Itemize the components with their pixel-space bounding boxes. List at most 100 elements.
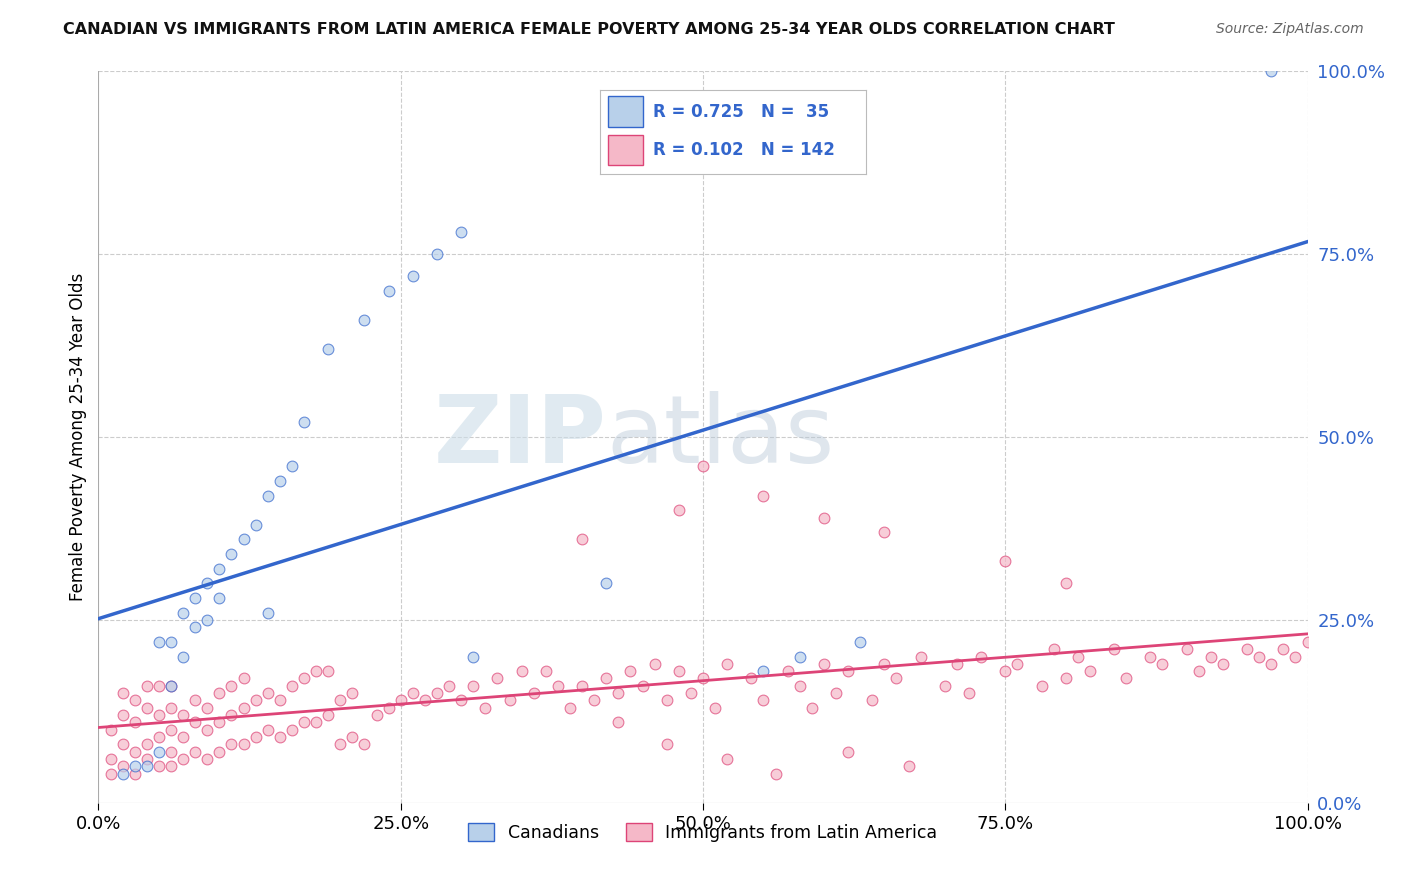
Immigrants from Latin America <box>970 649 993 664</box>
Canadians <box>245 517 267 532</box>
Immigrants from Latin America <box>619 664 641 678</box>
Immigrants from Latin America <box>716 657 738 671</box>
Immigrants from Latin America <box>655 693 678 707</box>
Immigrants from Latin America <box>1188 664 1211 678</box>
Immigrants from Latin America <box>366 708 388 723</box>
Canadians <box>195 576 218 591</box>
Immigrants from Latin America <box>184 715 207 730</box>
Immigrants from Latin America <box>595 672 617 686</box>
Immigrants from Latin America <box>124 715 146 730</box>
Legend: Canadians, Immigrants from Latin America: Canadians, Immigrants from Latin America <box>461 816 945 849</box>
Text: Source: ZipAtlas.com: Source: ZipAtlas.com <box>1216 22 1364 37</box>
Immigrants from Latin America <box>547 679 569 693</box>
Immigrants from Latin America <box>305 664 328 678</box>
Canadians <box>160 679 183 693</box>
Immigrants from Latin America <box>1115 672 1137 686</box>
Canadians <box>789 649 811 664</box>
Canadians <box>232 533 254 547</box>
Immigrants from Latin America <box>111 737 134 751</box>
Immigrants from Latin America <box>353 737 375 751</box>
Immigrants from Latin America <box>111 759 134 773</box>
Immigrants from Latin America <box>148 679 170 693</box>
Immigrants from Latin America <box>897 759 920 773</box>
Immigrants from Latin America <box>1042 642 1064 657</box>
Immigrants from Latin America <box>607 686 630 700</box>
Canadians <box>148 745 170 759</box>
Immigrants from Latin America <box>825 686 848 700</box>
Immigrants from Latin America <box>692 459 714 474</box>
Immigrants from Latin America <box>740 672 762 686</box>
Canadians <box>292 416 315 430</box>
Immigrants from Latin America <box>208 745 231 759</box>
Immigrants from Latin America <box>148 759 170 773</box>
Immigrants from Latin America <box>668 503 690 517</box>
Canadians <box>208 562 231 576</box>
Immigrants from Latin America <box>221 679 243 693</box>
Immigrants from Latin America <box>100 766 122 780</box>
Canadians <box>195 613 218 627</box>
Immigrants from Latin America <box>148 708 170 723</box>
Immigrants from Latin America <box>208 686 231 700</box>
Immigrants from Latin America <box>1007 657 1029 671</box>
Immigrants from Latin America <box>1236 642 1258 657</box>
Immigrants from Latin America <box>571 679 593 693</box>
Immigrants from Latin America <box>873 525 896 540</box>
Immigrants from Latin America <box>1212 657 1234 671</box>
Y-axis label: Female Poverty Among 25-34 Year Olds: Female Poverty Among 25-34 Year Olds <box>69 273 87 601</box>
Immigrants from Latin America <box>329 737 352 751</box>
Immigrants from Latin America <box>100 723 122 737</box>
Immigrants from Latin America <box>195 752 218 766</box>
Immigrants from Latin America <box>221 708 243 723</box>
Canadians <box>256 489 278 503</box>
Canadians <box>450 225 472 239</box>
Immigrants from Latin America <box>498 693 520 707</box>
Immigrants from Latin America <box>342 730 364 744</box>
Immigrants from Latin America <box>245 693 267 707</box>
Immigrants from Latin America <box>1284 649 1306 664</box>
Canadians <box>426 247 449 261</box>
Immigrants from Latin America <box>292 715 315 730</box>
Immigrants from Latin America <box>148 730 170 744</box>
Immigrants from Latin America <box>837 745 859 759</box>
Immigrants from Latin America <box>837 664 859 678</box>
Immigrants from Latin America <box>160 700 183 714</box>
Immigrants from Latin America <box>800 700 823 714</box>
Immigrants from Latin America <box>221 737 243 751</box>
Canadians <box>752 664 775 678</box>
Immigrants from Latin America <box>523 686 546 700</box>
Immigrants from Latin America <box>813 510 835 524</box>
Immigrants from Latin America <box>124 766 146 780</box>
Immigrants from Latin America <box>668 664 690 678</box>
Immigrants from Latin America <box>111 686 134 700</box>
Immigrants from Latin America <box>655 737 678 751</box>
Immigrants from Latin America <box>135 679 157 693</box>
Immigrants from Latin America <box>195 700 218 714</box>
Immigrants from Latin America <box>1139 649 1161 664</box>
Immigrants from Latin America <box>644 657 666 671</box>
Immigrants from Latin America <box>402 686 425 700</box>
Immigrants from Latin America <box>934 679 956 693</box>
Immigrants from Latin America <box>269 730 291 744</box>
Canadians <box>849 635 872 649</box>
Canadians <box>172 606 194 620</box>
Canadians <box>111 766 134 780</box>
Immigrants from Latin America <box>232 672 254 686</box>
Immigrants from Latin America <box>631 679 654 693</box>
Immigrants from Latin America <box>1175 642 1198 657</box>
Canadians <box>124 759 146 773</box>
Canadians <box>353 313 375 327</box>
Immigrants from Latin America <box>704 700 727 714</box>
Immigrants from Latin America <box>256 686 278 700</box>
Immigrants from Latin America <box>172 752 194 766</box>
Immigrants from Latin America <box>957 686 980 700</box>
Immigrants from Latin America <box>124 693 146 707</box>
Text: CANADIAN VS IMMIGRANTS FROM LATIN AMERICA FEMALE POVERTY AMONG 25-34 YEAR OLDS C: CANADIAN VS IMMIGRANTS FROM LATIN AMERIC… <box>63 22 1115 37</box>
Immigrants from Latin America <box>426 686 449 700</box>
Canadians <box>208 591 231 605</box>
Immigrants from Latin America <box>873 657 896 671</box>
Immigrants from Latin America <box>135 737 157 751</box>
Immigrants from Latin America <box>135 752 157 766</box>
Immigrants from Latin America <box>160 679 183 693</box>
Immigrants from Latin America <box>752 489 775 503</box>
Canadians <box>184 620 207 634</box>
